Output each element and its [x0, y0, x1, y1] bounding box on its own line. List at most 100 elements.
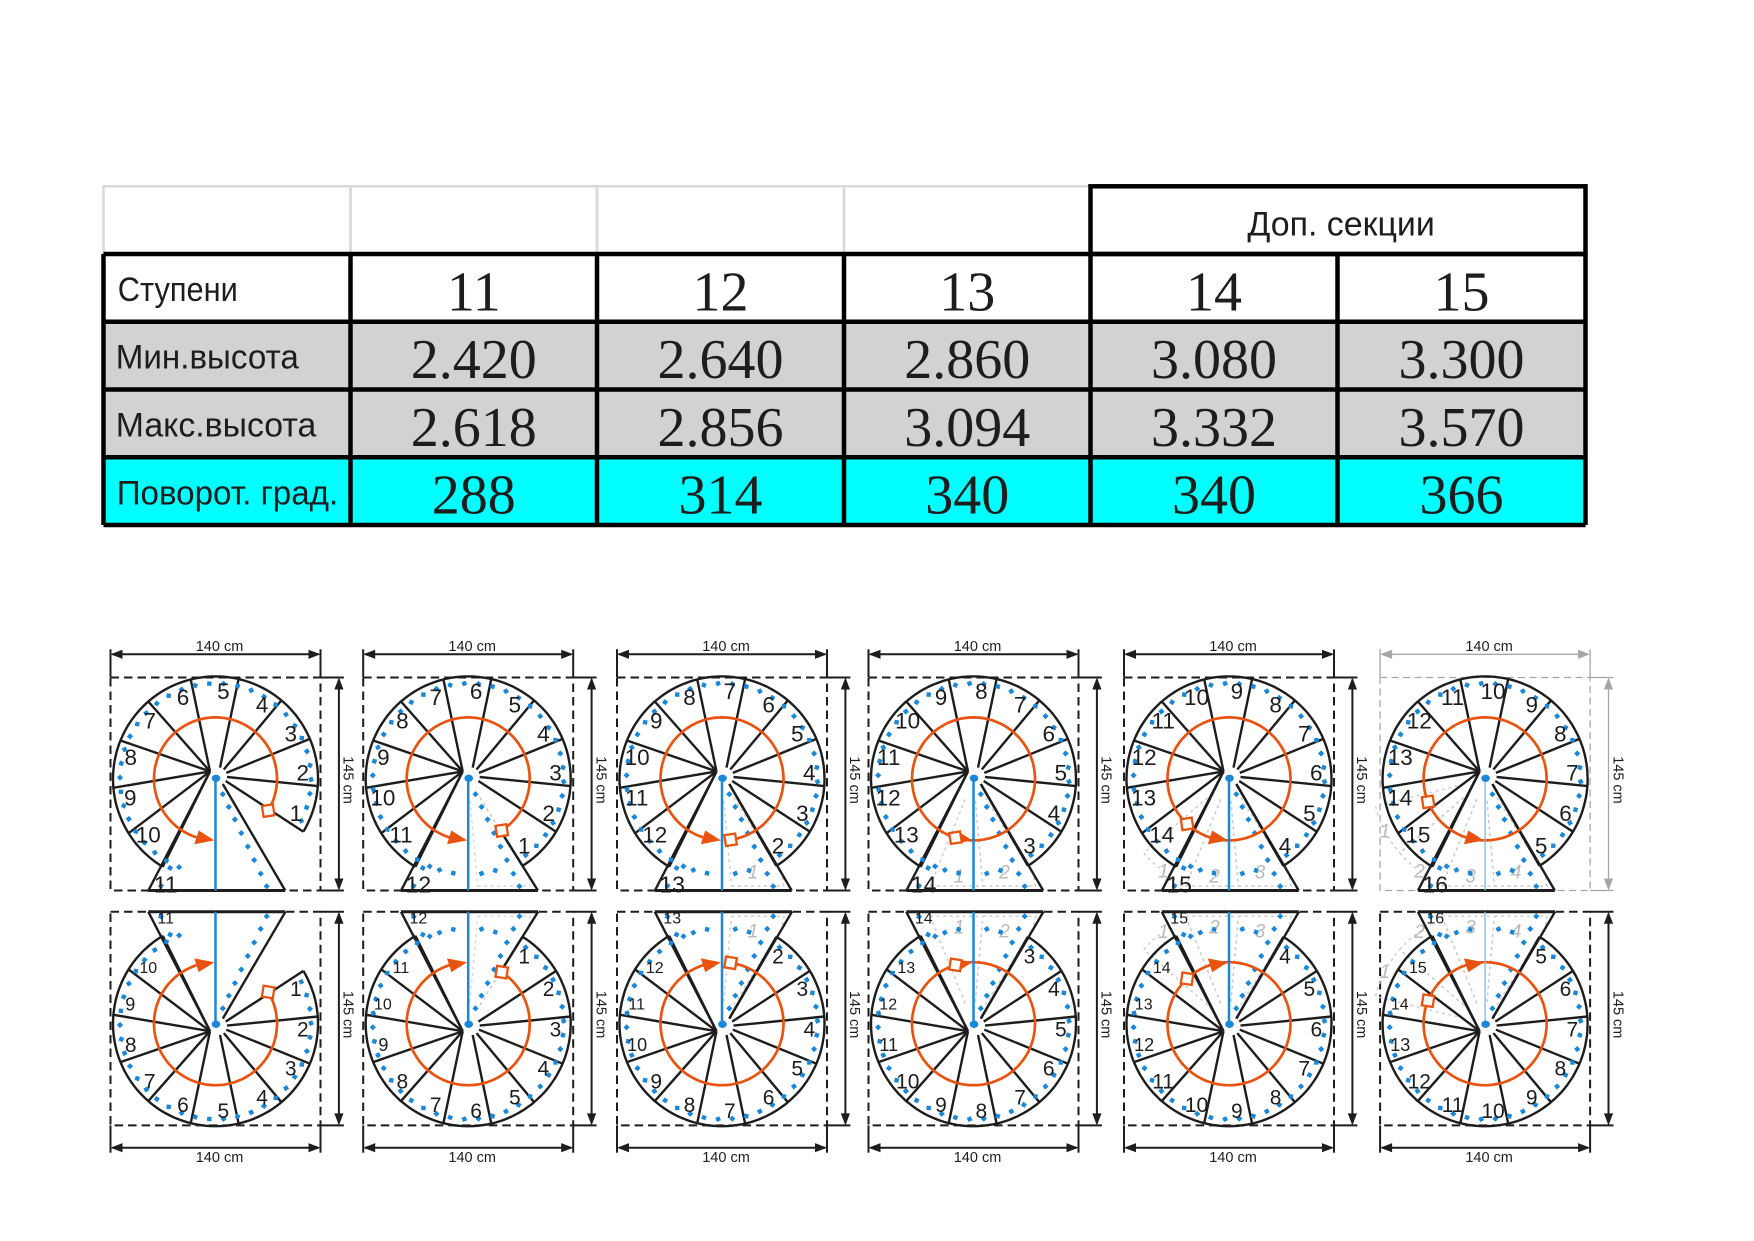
svg-text:140 cm: 140 cm — [954, 1150, 1002, 1166]
svg-text:3: 3 — [284, 722, 297, 747]
svg-text:3: 3 — [285, 1057, 297, 1080]
svg-text:140 cm: 140 cm — [1209, 639, 1257, 655]
svg-text:1: 1 — [290, 978, 302, 1001]
svg-text:3.080: 3.080 — [1151, 329, 1277, 391]
svg-text:Поворот. град.: Поворот. град. — [117, 475, 339, 513]
svg-text:5: 5 — [791, 722, 804, 747]
svg-text:3: 3 — [549, 761, 562, 786]
svg-text:5: 5 — [1304, 978, 1316, 1001]
svg-text:7: 7 — [1566, 761, 1579, 786]
svg-text:11: 11 — [389, 822, 412, 847]
svg-text:10: 10 — [896, 1070, 919, 1093]
svg-text:4: 4 — [256, 692, 269, 717]
svg-text:7: 7 — [143, 709, 156, 734]
svg-text:9: 9 — [935, 685, 948, 710]
svg-text:9: 9 — [377, 745, 390, 770]
svg-text:3.332: 3.332 — [1151, 397, 1277, 459]
svg-text:9: 9 — [1525, 692, 1538, 717]
svg-text:8: 8 — [396, 709, 409, 734]
svg-text:6: 6 — [762, 692, 775, 717]
svg-text:4: 4 — [1048, 978, 1060, 1001]
svg-text:140 cm: 140 cm — [702, 639, 750, 655]
svg-text:1: 1 — [1158, 861, 1169, 882]
svg-text:2: 2 — [543, 978, 555, 1001]
svg-text:11: 11 — [879, 1035, 898, 1055]
svg-text:5: 5 — [217, 679, 230, 704]
svg-text:145 cm: 145 cm — [1098, 991, 1114, 1039]
svg-text:2.618: 2.618 — [411, 397, 537, 459]
svg-text:4: 4 — [1279, 834, 1292, 859]
svg-text:6: 6 — [1310, 1018, 1322, 1041]
svg-text:7: 7 — [724, 1100, 736, 1123]
svg-text:1: 1 — [518, 834, 531, 859]
svg-text:3: 3 — [797, 978, 809, 1001]
svg-text:13: 13 — [939, 261, 995, 323]
svg-text:6: 6 — [763, 1087, 775, 1110]
svg-text:140 cm: 140 cm — [1209, 1150, 1257, 1166]
svg-text:13: 13 — [894, 822, 919, 847]
svg-text:4: 4 — [256, 1087, 268, 1110]
svg-text:4: 4 — [538, 1057, 550, 1080]
svg-text:288: 288 — [432, 465, 516, 527]
svg-text:11: 11 — [628, 997, 645, 1014]
svg-text:12: 12 — [693, 261, 749, 323]
svg-text:7: 7 — [1014, 1087, 1026, 1110]
svg-text:3.570: 3.570 — [1399, 397, 1525, 459]
svg-text:14: 14 — [1153, 960, 1171, 977]
svg-text:2: 2 — [1208, 866, 1220, 887]
svg-text:5: 5 — [791, 1057, 803, 1080]
svg-text:140 cm: 140 cm — [196, 1150, 244, 1166]
svg-text:1: 1 — [954, 866, 965, 887]
svg-text:2: 2 — [297, 761, 310, 786]
svg-text:12: 12 — [406, 871, 432, 897]
svg-text:12: 12 — [642, 822, 667, 847]
svg-text:2: 2 — [998, 862, 1010, 883]
svg-text:8: 8 — [975, 679, 988, 704]
svg-text:9: 9 — [650, 1070, 662, 1093]
svg-text:11: 11 — [877, 745, 900, 770]
svg-text:15: 15 — [1170, 910, 1188, 927]
svg-text:15: 15 — [1166, 871, 1192, 897]
svg-text:10: 10 — [139, 960, 157, 977]
svg-text:1: 1 — [1380, 822, 1391, 843]
svg-text:12: 12 — [1408, 1070, 1431, 1093]
svg-text:145 cm: 145 cm — [1098, 756, 1114, 804]
svg-text:2.640: 2.640 — [658, 329, 784, 391]
svg-text:7: 7 — [429, 685, 442, 710]
svg-text:7: 7 — [724, 679, 737, 704]
svg-text:8: 8 — [397, 1070, 409, 1093]
svg-text:12: 12 — [1132, 745, 1157, 770]
svg-text:3: 3 — [796, 801, 809, 826]
svg-text:314: 314 — [679, 465, 763, 527]
svg-text:8: 8 — [124, 745, 137, 770]
svg-text:140 cm: 140 cm — [196, 639, 244, 655]
svg-text:4: 4 — [1511, 862, 1522, 883]
svg-text:7: 7 — [1014, 692, 1027, 717]
svg-text:13: 13 — [1388, 745, 1413, 770]
svg-text:15: 15 — [1409, 960, 1427, 977]
svg-text:145 cm: 145 cm — [1609, 991, 1625, 1039]
svg-text:12: 12 — [410, 910, 428, 927]
svg-text:11: 11 — [1152, 709, 1175, 734]
svg-text:11: 11 — [393, 960, 410, 977]
svg-text:140 cm: 140 cm — [954, 639, 1002, 655]
svg-text:Макс.высота: Макс.высота — [116, 407, 317, 445]
svg-text:10: 10 — [370, 786, 395, 811]
svg-text:5: 5 — [218, 1100, 230, 1123]
svg-text:1: 1 — [1158, 922, 1169, 943]
svg-text:2: 2 — [542, 801, 555, 826]
svg-text:2.420: 2.420 — [411, 329, 537, 391]
svg-text:13: 13 — [1390, 1035, 1410, 1055]
svg-text:140 cm: 140 cm — [448, 639, 496, 655]
svg-text:145 cm: 145 cm — [340, 991, 356, 1039]
svg-text:8: 8 — [684, 1094, 696, 1117]
svg-text:3: 3 — [1023, 834, 1036, 859]
svg-text:8: 8 — [976, 1100, 988, 1123]
svg-text:13: 13 — [663, 910, 681, 927]
svg-text:1: 1 — [290, 801, 303, 826]
svg-text:3.094: 3.094 — [904, 397, 1030, 459]
svg-text:11: 11 — [625, 786, 648, 811]
svg-text:9: 9 — [1231, 679, 1244, 704]
svg-text:11: 11 — [1441, 685, 1464, 710]
svg-text:4: 4 — [537, 722, 550, 747]
